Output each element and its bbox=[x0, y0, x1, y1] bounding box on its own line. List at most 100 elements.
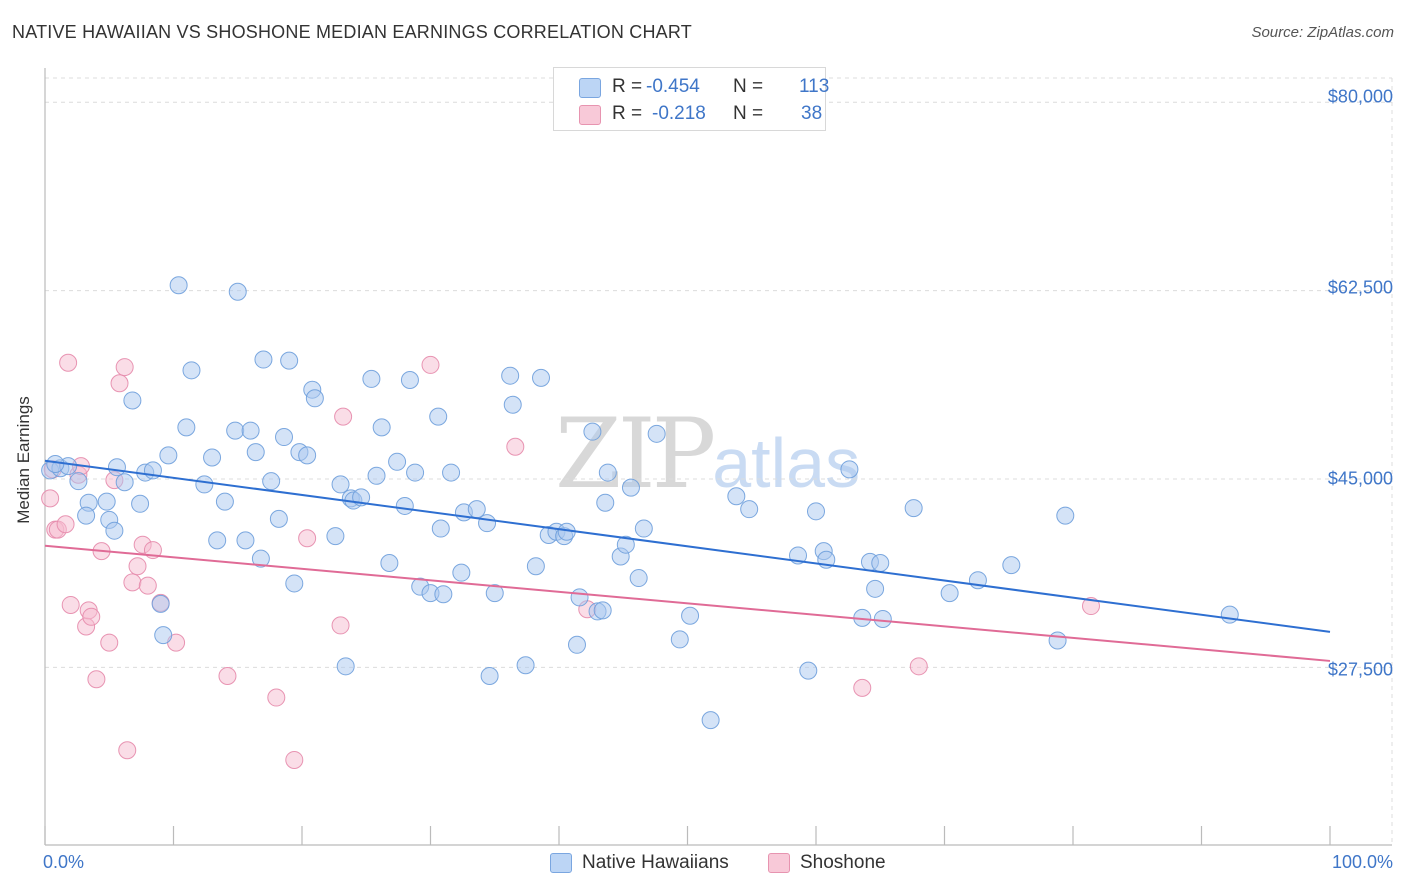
axes bbox=[44, 68, 1392, 846]
data-point bbox=[285, 750, 304, 769]
data-point bbox=[326, 527, 345, 546]
data-point bbox=[195, 475, 214, 494]
data-point bbox=[82, 607, 101, 626]
data-point bbox=[429, 407, 448, 426]
native-hawaiians-trend-line bbox=[44, 459, 1331, 633]
shoshone-points bbox=[41, 353, 1100, 769]
data-point bbox=[596, 493, 615, 512]
data-point bbox=[151, 594, 170, 613]
data-point bbox=[218, 667, 237, 686]
data-point bbox=[1002, 556, 1021, 575]
legend-n-value: 113 bbox=[799, 76, 830, 97]
y-axis-label: Median Earnings bbox=[14, 396, 33, 524]
data-point bbox=[215, 492, 234, 511]
x-tick-label: 0.0% bbox=[43, 852, 85, 872]
data-point bbox=[621, 478, 640, 497]
data-point bbox=[701, 711, 720, 730]
data-point bbox=[478, 514, 497, 533]
grid-lines bbox=[45, 77, 1393, 845]
data-point bbox=[275, 428, 294, 447]
data-point bbox=[128, 557, 147, 576]
data-point bbox=[681, 606, 700, 625]
bottom-legend-swatch-blue bbox=[550, 853, 572, 873]
data-point bbox=[909, 657, 928, 676]
data-point bbox=[866, 579, 885, 598]
data-point bbox=[593, 601, 612, 620]
data-point bbox=[362, 369, 381, 388]
data-point bbox=[480, 667, 499, 686]
bottom-legend-swatch-pink bbox=[768, 853, 790, 873]
data-point bbox=[203, 448, 222, 467]
native-hawaiians-points bbox=[41, 276, 1239, 730]
data-point bbox=[1220, 605, 1239, 624]
data-point bbox=[241, 421, 260, 440]
data-point bbox=[169, 276, 188, 295]
data-point bbox=[904, 499, 923, 518]
data-point bbox=[159, 446, 178, 465]
data-point bbox=[840, 460, 859, 479]
data-point bbox=[567, 635, 586, 654]
data-point bbox=[123, 391, 142, 410]
data-point bbox=[873, 609, 892, 628]
data-point bbox=[1056, 506, 1075, 525]
data-point bbox=[331, 616, 350, 635]
data-point bbox=[177, 418, 196, 437]
data-point bbox=[226, 421, 245, 440]
data-point bbox=[280, 351, 299, 370]
x-tick-label: 100.0% bbox=[1331, 852, 1393, 872]
legend-r-value: -0.218 bbox=[652, 103, 706, 124]
data-point bbox=[388, 452, 407, 471]
data-point bbox=[431, 519, 450, 538]
data-point bbox=[1081, 597, 1100, 616]
data-point bbox=[434, 585, 453, 604]
data-point bbox=[61, 595, 80, 614]
data-point bbox=[331, 475, 350, 494]
data-point bbox=[110, 374, 129, 393]
data-point bbox=[336, 657, 355, 676]
legend-r-label: R = bbox=[612, 103, 643, 124]
data-point bbox=[118, 741, 137, 760]
data-point bbox=[629, 569, 648, 588]
data-point bbox=[262, 472, 281, 491]
data-point bbox=[799, 661, 818, 680]
data-point bbox=[298, 446, 317, 465]
data-point bbox=[871, 553, 890, 572]
data-point bbox=[421, 355, 440, 374]
data-point bbox=[269, 509, 288, 528]
data-point bbox=[298, 529, 317, 548]
data-point bbox=[254, 350, 273, 369]
data-point bbox=[616, 535, 635, 554]
legend-n-label: N = bbox=[733, 76, 764, 97]
data-point bbox=[208, 531, 227, 550]
bottom-legend-label: Native Hawaiians bbox=[582, 852, 729, 873]
shoshone-trend-line bbox=[44, 544, 1331, 662]
data-point bbox=[647, 424, 666, 443]
data-point bbox=[251, 549, 270, 568]
data-point bbox=[526, 557, 545, 576]
data-point bbox=[285, 574, 304, 593]
data-point bbox=[105, 521, 124, 540]
data-point bbox=[56, 515, 75, 534]
data-point bbox=[115, 358, 134, 377]
legend-r-value: -0.454 bbox=[646, 76, 700, 97]
data-point bbox=[400, 371, 419, 389]
legend-swatch-pink bbox=[579, 105, 601, 125]
data-point bbox=[727, 487, 746, 506]
data-point bbox=[115, 473, 134, 492]
data-point bbox=[940, 584, 959, 603]
data-point bbox=[372, 418, 391, 437]
data-point bbox=[485, 584, 504, 603]
data-point bbox=[532, 368, 551, 387]
data-point bbox=[570, 588, 589, 607]
data-point bbox=[246, 443, 265, 462]
data-point bbox=[807, 502, 825, 521]
y-tick-label: $62,500 bbox=[1327, 277, 1393, 298]
correlation-legend: R = -0.454 N = 113 R = -0.218 N = 38 bbox=[553, 67, 830, 131]
source-label: Source: ZipAtlas.com bbox=[1251, 24, 1394, 41]
data-point bbox=[100, 633, 119, 652]
data-point bbox=[503, 395, 522, 414]
data-point bbox=[46, 454, 65, 473]
bottom-legend-label: Shoshone bbox=[800, 852, 886, 873]
data-point bbox=[138, 576, 157, 595]
